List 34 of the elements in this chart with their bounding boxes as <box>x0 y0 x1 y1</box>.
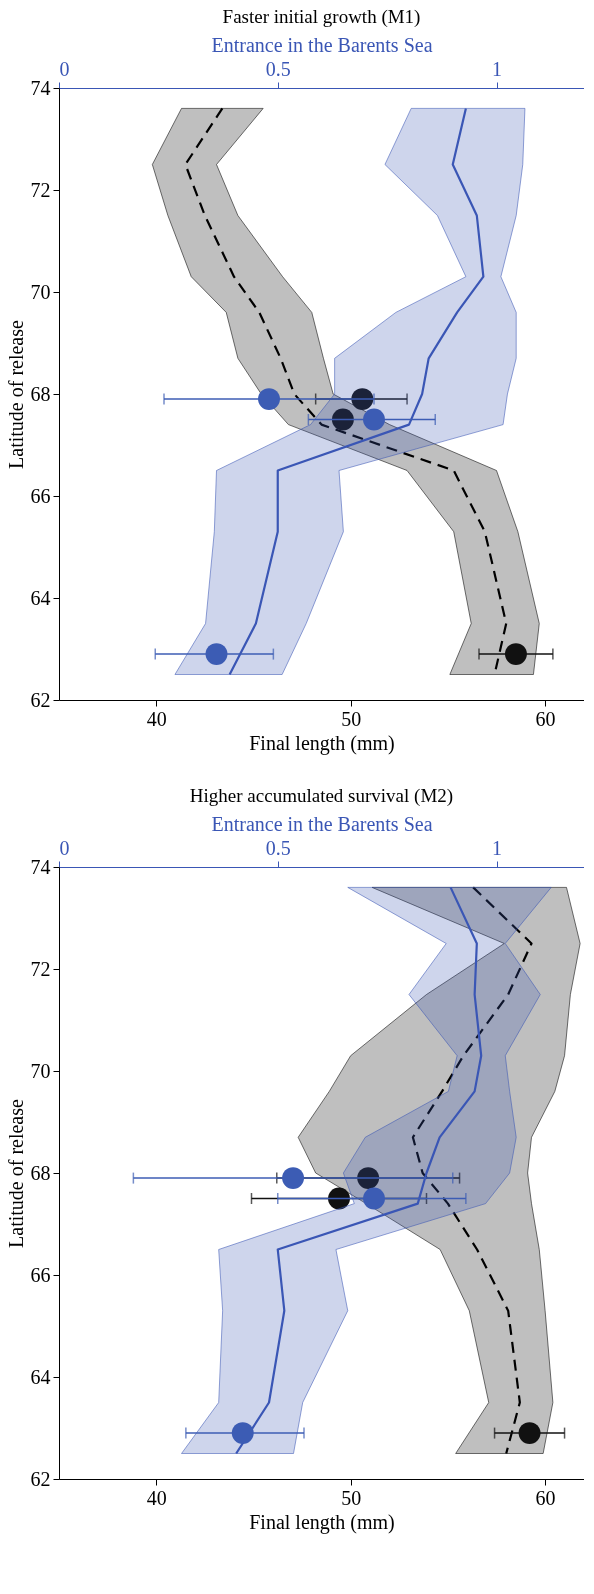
y-tick-label: 74 <box>30 76 51 99</box>
x-tick-label: 50 <box>341 1486 362 1509</box>
y-tick-label: 72 <box>30 957 51 980</box>
y-tick-label: 68 <box>30 1161 51 1184</box>
x-tick-label: 60 <box>535 1486 556 1509</box>
y-tick-label: 62 <box>30 1467 51 1490</box>
x2-tick-label: 0 <box>59 836 70 859</box>
x-tick-label: 60 <box>535 707 556 730</box>
x2-axis-title: Entrance in the Barents Sea <box>211 812 433 835</box>
y-tick-label: 62 <box>30 688 51 711</box>
x-axis-title: Final length (mm) <box>249 731 395 755</box>
x2-tick-label: 1 <box>492 836 502 859</box>
y-tick-label: 66 <box>30 484 51 507</box>
x-axis-title: Final length (mm) <box>249 1510 395 1534</box>
y-tick-label: 70 <box>30 280 51 303</box>
x2-tick-label: 0.5 <box>265 57 291 80</box>
x2-tick-label: 0.5 <box>265 836 291 859</box>
x2-tick-label: 0 <box>59 57 70 80</box>
x2-tick-label: 1 <box>492 57 502 80</box>
y-tick-label: 64 <box>30 586 51 609</box>
y-tick-label: 66 <box>30 1263 51 1286</box>
chart-title: Higher accumulated survival (M2) <box>189 785 454 807</box>
x-tick-label: 50 <box>341 707 362 730</box>
x2-axis-title: Entrance in the Barents Sea <box>211 33 433 56</box>
y-tick-label: 72 <box>30 178 51 201</box>
y-tick-label: 70 <box>30 1059 51 1082</box>
x-tick-label: 40 <box>146 707 167 730</box>
y-tick-label: 64 <box>30 1365 51 1388</box>
chart-title: Faster initial growth (M1) <box>222 6 421 28</box>
x-tick-label: 40 <box>146 1486 167 1509</box>
y-tick-label: 74 <box>30 855 51 878</box>
y-axis-title: Latitude of release <box>4 319 27 469</box>
y-axis-title: Latitude of release <box>4 1098 27 1248</box>
y-tick-label: 68 <box>30 382 51 405</box>
